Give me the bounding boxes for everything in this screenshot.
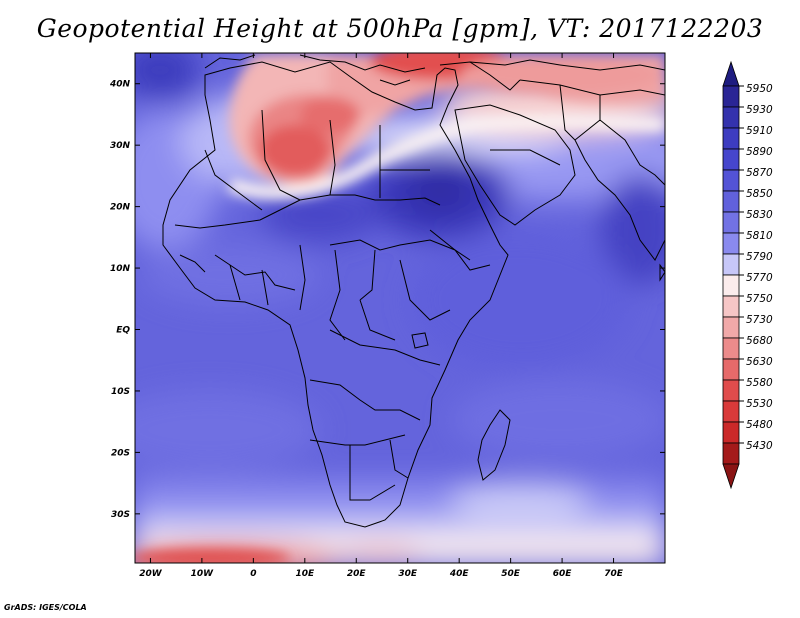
colorbar-label: 5430	[746, 440, 773, 452]
latitude-axis: 40N 30N 20N 10N EQ 10S 20S 30S	[109, 80, 665, 520]
colorbar-swatch	[722, 316, 740, 339]
lat-label: 10S	[111, 387, 130, 397]
colorbar-swatch	[722, 421, 740, 444]
colorbar-label: 5810	[746, 230, 773, 242]
lat-label: 20S	[111, 448, 130, 458]
lon-label: 70E	[604, 569, 624, 579]
colorbar-swatch	[722, 337, 740, 360]
lat-label: 10N	[110, 264, 131, 274]
coastlines	[162, 54, 665, 528]
colorbar-label: 5630	[746, 356, 773, 368]
lon-label: 50E	[501, 569, 521, 579]
map-title: Geopotential Height at 500hPa [gpm], VT:…	[36, 14, 764, 43]
colorbar-swatch	[722, 442, 740, 465]
colorbar-label: 5890	[746, 146, 773, 158]
lon-label: 20E	[347, 569, 367, 579]
longitude-axis: 20W 10W 0 10E 20E 30E 40E 50E 60E 70E	[139, 53, 624, 579]
colorbar-max-arrow	[722, 60, 740, 87]
colorbar-swatch	[722, 106, 740, 129]
colorbar-label: 5830	[746, 209, 773, 221]
colorbar-swatch	[722, 148, 740, 171]
colorbar-swatch	[722, 127, 740, 150]
colorbar-swatch	[722, 232, 740, 255]
lat-label: 20N	[110, 203, 131, 213]
colorbar-label: 5480	[746, 419, 773, 431]
lon-label: 30E	[398, 569, 418, 579]
map-border	[134, 52, 666, 564]
lon-label: 20W	[139, 569, 163, 579]
colorbar-swatch	[722, 253, 740, 276]
colorbar-label: 5750	[746, 293, 773, 305]
lon-label: 0	[250, 569, 256, 579]
colorbar-label: 5730	[746, 314, 773, 326]
colorbar-label: 5580	[746, 377, 773, 389]
colorbar-min-arrow	[722, 463, 740, 490]
lon-label: 10W	[191, 569, 215, 579]
colorbar-swatch	[722, 169, 740, 192]
colorbar-swatch	[722, 295, 740, 318]
colorbar-label: 5850	[746, 188, 773, 200]
colorbar-label: 5930	[746, 104, 773, 116]
colorbar-swatch	[722, 190, 740, 213]
colorbar-swatch	[722, 358, 740, 381]
lon-label: 10E	[295, 569, 315, 579]
colorbar-swatch	[722, 400, 740, 423]
colorbar: 5950 5930 5910 5890 5870 5850 5830 5810 5790 5770…	[722, 60, 773, 490]
colorbar-label: 5530	[746, 398, 773, 410]
colorbar-label: 5870	[746, 167, 773, 179]
lat-label: 30S	[111, 510, 130, 520]
colorbar-label: 5680	[746, 335, 773, 347]
colorbar-label: 5770	[746, 272, 773, 284]
colorbar-swatch	[722, 85, 740, 108]
lat-label: 40N	[109, 80, 131, 90]
height-field	[135, 53, 665, 563]
colorbar-label: 5950	[746, 83, 773, 95]
colorbar-swatch	[722, 211, 740, 234]
lon-label: 60E	[553, 569, 573, 579]
colorbar-label: 5790	[746, 251, 773, 263]
colorbar-swatch	[722, 274, 740, 297]
colorbar-swatch	[722, 379, 740, 402]
lat-label: 30N	[110, 141, 131, 151]
colorbar-label: 5910	[746, 125, 773, 137]
lat-label: EQ	[116, 326, 130, 336]
grads-credit: GrADS: IGES/COLA	[4, 603, 87, 612]
lon-label: 40E	[449, 569, 470, 579]
